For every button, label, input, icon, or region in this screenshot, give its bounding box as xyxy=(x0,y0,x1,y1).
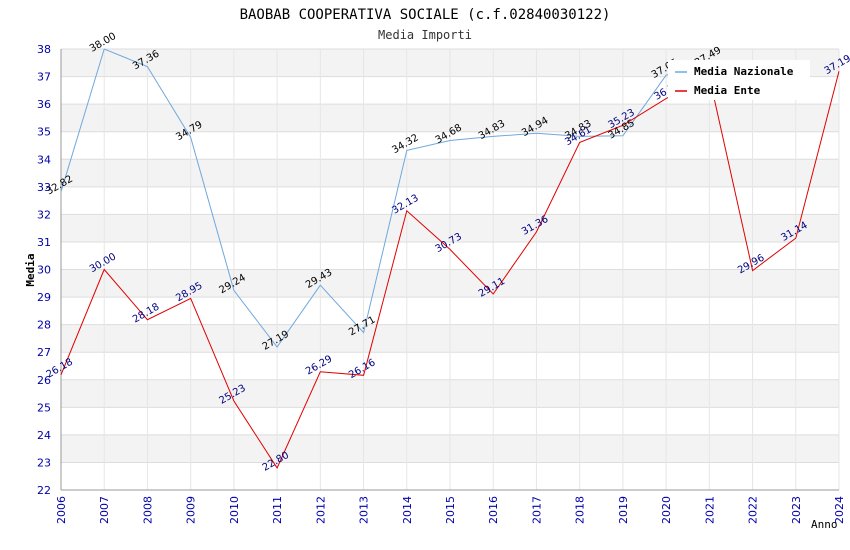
y-tick-label: 25 xyxy=(37,401,51,414)
x-tick-label: 2012 xyxy=(314,496,327,524)
x-tick-label: 2009 xyxy=(185,496,198,524)
y-tick-label: 34 xyxy=(37,153,51,166)
x-tick-labels: 2006 2007 2008 2009 2010 2011 2012 2013 2014 2015… xyxy=(55,496,846,524)
y-tick-label: 31 xyxy=(37,236,51,249)
data-label: 34.32 xyxy=(390,132,420,156)
y-axis-label: Media xyxy=(24,253,37,286)
x-tick-label: 2022 xyxy=(747,496,760,524)
y-tick-label: 30 xyxy=(37,264,51,277)
y-tick-label: 26 xyxy=(37,374,51,387)
x-tick-label: 2016 xyxy=(487,496,500,524)
x-tick-label: 2014 xyxy=(401,496,414,524)
legend: Media Nazionale Media Ente xyxy=(668,60,810,100)
x-tick-label: 2013 xyxy=(358,496,371,524)
y-tick-label: 27 xyxy=(37,346,51,359)
x-tick-label: 2023 xyxy=(790,496,803,524)
x-tick-label: 2010 xyxy=(228,496,241,524)
series-line-0 xyxy=(60,48,710,348)
y-tick-label: 36 xyxy=(37,98,51,111)
data-label: 26.18 xyxy=(45,357,75,381)
x-tick-label: 2011 xyxy=(271,496,284,524)
x-tick-label: 2015 xyxy=(444,496,457,524)
data-label: 26.16 xyxy=(347,357,377,381)
chart-subtitle: Media Importi xyxy=(378,28,472,42)
x-axis-label: Anno xyxy=(811,518,838,531)
data-label: 32.82 xyxy=(45,174,75,198)
legend-label-ente: Media Ente xyxy=(694,84,761,97)
data-label: 32.13 xyxy=(390,193,420,217)
y-tick-label: 38 xyxy=(37,43,51,56)
chart-title: BAOBAB COOPERATIVA SOCIALE (c.f.02840030… xyxy=(240,7,611,23)
legend-label-nazionale: Media Nazionale xyxy=(694,65,794,78)
y-tick-label: 32 xyxy=(37,208,51,221)
y-tick-label: 33 xyxy=(37,181,51,194)
axes xyxy=(60,49,839,491)
x-tick-label: 2008 xyxy=(141,496,154,524)
x-tick-label: 2007 xyxy=(98,496,111,524)
y-tick-label: 22 xyxy=(37,484,51,497)
x-tick-label: 2006 xyxy=(55,496,68,524)
data-label: 28.18 xyxy=(131,302,161,326)
y-tick-label: 29 xyxy=(37,291,51,304)
x-tick-label: 2018 xyxy=(574,496,587,524)
grid-bands xyxy=(60,48,840,491)
y-tick-label: 23 xyxy=(37,456,51,469)
x-tick-label: 2024 xyxy=(833,496,846,524)
y-tick-labels: 22 23 24 25 26 27 28 29 30 31 32 33 34 35 36 37 38 xyxy=(37,43,51,497)
y-tick-label: 24 xyxy=(37,429,51,442)
x-tick-label: 2017 xyxy=(530,496,543,524)
x-tick-label: 2020 xyxy=(660,496,673,524)
x-tick-label: 2019 xyxy=(617,496,630,524)
y-tick-label: 28 xyxy=(37,319,51,332)
y-tick-label: 35 xyxy=(37,126,51,139)
x-tick-label: 2021 xyxy=(703,496,716,524)
legend-box xyxy=(668,60,810,100)
y-tick-label: 37 xyxy=(37,71,51,84)
